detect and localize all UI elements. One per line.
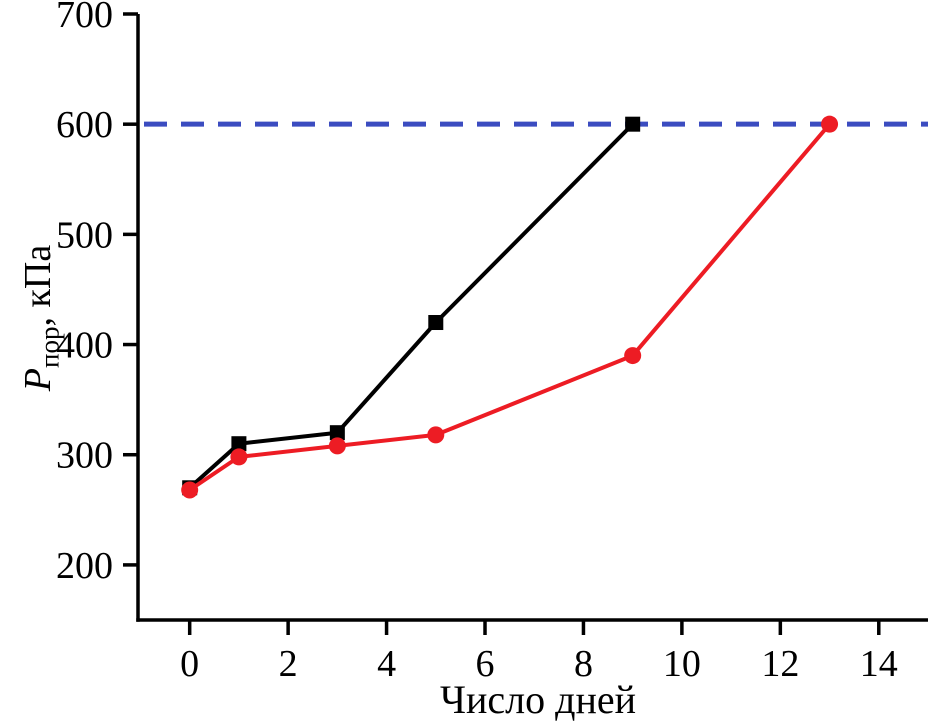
y-tick-label: 700 — [56, 0, 113, 36]
series-line-black-squares — [187, 122, 635, 490]
y-tick-label: 200 — [56, 545, 113, 587]
x-tick-label: 2 — [279, 643, 298, 685]
marker-circle-red-circles — [427, 426, 445, 444]
y-axis-label-subscript: пор — [34, 326, 65, 369]
y-tick-label: 500 — [56, 214, 113, 256]
marker-square-black-squares — [231, 436, 247, 452]
series-line-red-circles — [187, 122, 832, 492]
y-tick-label: 300 — [56, 435, 113, 477]
marker-circle-red-circles — [624, 347, 642, 365]
marker-circle-red-circles — [328, 437, 346, 455]
x-tick-label: 4 — [377, 643, 396, 685]
y-axis-label-symbol: P — [17, 368, 59, 392]
y-tick-label: 600 — [56, 104, 113, 146]
x-tick-label: 12 — [761, 643, 799, 685]
marker-circle-red-circles — [821, 115, 839, 133]
marker-circle-red-circles — [181, 481, 199, 499]
y-axis-label-units: , кПа — [17, 244, 59, 327]
marker-square-black-squares — [428, 315, 444, 331]
x-tick-label: 6 — [476, 643, 495, 685]
x-tick-label: 0 — [180, 643, 199, 685]
x-tick-label: 8 — [574, 643, 593, 685]
marker-square-black-squares — [625, 116, 641, 132]
y-tick-label: 400 — [56, 325, 113, 367]
x-tick-label: 14 — [860, 643, 898, 685]
x-tick-label: 10 — [663, 643, 701, 685]
y-axis-label: Pпор, кПа — [16, 244, 65, 392]
marker-circle-red-circles — [230, 448, 248, 466]
marker-square-black-squares — [329, 425, 345, 441]
x-axis-label: Число дней — [439, 677, 637, 722]
